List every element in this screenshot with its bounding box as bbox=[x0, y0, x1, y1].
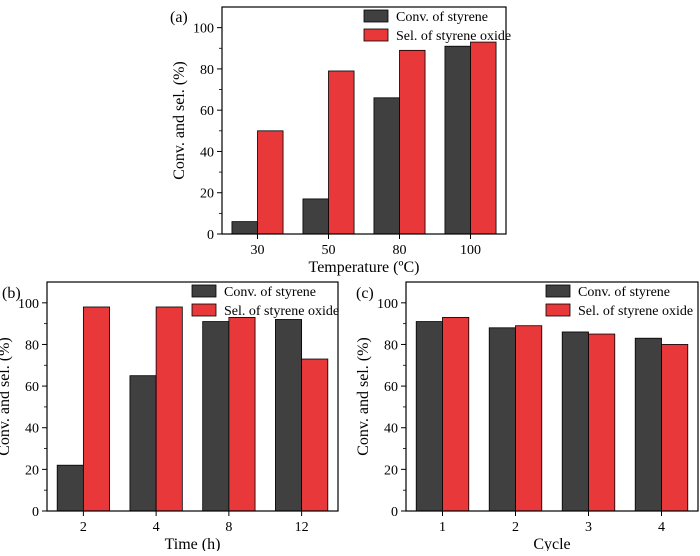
y-tick-label: 0 bbox=[391, 505, 398, 520]
bar-conv-1 bbox=[415, 321, 443, 512]
x-tick-label: 2 bbox=[80, 520, 87, 535]
legend-label-sel: Sel. of styrene oxide bbox=[578, 304, 693, 319]
x-tick-label: 50 bbox=[322, 243, 336, 258]
y-tick-label: 60 bbox=[384, 380, 398, 395]
bar-sel-4 bbox=[155, 306, 183, 512]
x-tick-label: 2 bbox=[512, 520, 519, 535]
bar-sel-2 bbox=[515, 325, 543, 512]
legend-label-sel: Sel. of styrene oxide bbox=[396, 29, 511, 44]
bar-sel-4 bbox=[661, 344, 689, 512]
bar-conv-2 bbox=[488, 327, 516, 512]
legend-label-conv: Conv. of styrene bbox=[396, 10, 488, 25]
y-tick-label: 60 bbox=[25, 380, 39, 395]
legend-label-conv: Conv. of styrene bbox=[224, 285, 316, 300]
bar-sel-2 bbox=[82, 306, 110, 512]
x-tick-label: 4 bbox=[658, 520, 665, 535]
x-tick-label: 80 bbox=[393, 243, 407, 258]
y-tick-label: 80 bbox=[200, 63, 214, 78]
y-tick-label: 40 bbox=[384, 422, 398, 437]
x-tick-label: 100 bbox=[460, 243, 481, 258]
y-axis-label: Conv. and sel. (%) bbox=[171, 61, 188, 180]
bar-conv-8 bbox=[202, 321, 230, 512]
bar-conv-4 bbox=[129, 375, 157, 512]
x-tick-label: 30 bbox=[251, 243, 265, 258]
panel-label: (b) bbox=[2, 285, 21, 302]
bar-conv-100 bbox=[444, 45, 471, 235]
x-tick-label: 12 bbox=[295, 520, 309, 535]
plot-frame bbox=[221, 6, 507, 235]
y-tick-label: 80 bbox=[384, 338, 398, 353]
panel-label: (a) bbox=[170, 9, 188, 26]
y-tick-label: 0 bbox=[207, 228, 214, 243]
y-tick-label: 100 bbox=[193, 22, 214, 37]
bar-sel-8 bbox=[228, 316, 256, 512]
bar-conv-2 bbox=[56, 464, 84, 512]
bar-sel-80 bbox=[399, 49, 426, 235]
plot-frame bbox=[405, 281, 699, 512]
y-tick-label: 80 bbox=[25, 338, 39, 353]
bar-conv-3 bbox=[561, 331, 589, 512]
y-tick-label: 40 bbox=[200, 145, 214, 160]
bar-conv-80 bbox=[373, 97, 400, 235]
bar-sel-3 bbox=[588, 333, 616, 512]
legend-swatch-sel bbox=[191, 303, 217, 317]
x-axis-label: Time (h) bbox=[165, 536, 221, 551]
y-tick-label: 40 bbox=[25, 422, 39, 437]
x-tick-label: 4 bbox=[153, 520, 160, 535]
y-tick-label: 0 bbox=[32, 505, 39, 520]
legend-label-conv: Conv. of styrene bbox=[578, 285, 670, 300]
y-tick-label: 100 bbox=[377, 297, 398, 312]
bar-sel-50 bbox=[328, 70, 355, 235]
bar-sel-100 bbox=[470, 41, 497, 235]
legend-swatch-sel bbox=[545, 303, 571, 317]
bar-sel-1 bbox=[442, 316, 470, 512]
y-axis-label: Conv. and sel. (%) bbox=[355, 337, 372, 456]
bar-conv-4 bbox=[634, 337, 662, 512]
legend-swatch-conv bbox=[363, 9, 389, 23]
panel-label: (c) bbox=[356, 285, 374, 302]
bar-conv-30 bbox=[231, 221, 258, 235]
panel-b: 2 4 8 12 0 20 40 60 80 100 Time (h) Conv. and sel. … bbox=[0, 281, 339, 553]
y-axis-label: Conv. and sel. (%) bbox=[0, 337, 13, 456]
legend-swatch-sel bbox=[363, 28, 389, 42]
legend-label-sel: Sel. of styrene oxide bbox=[224, 304, 339, 319]
plot-frame bbox=[46, 281, 339, 512]
x-tick-label: 8 bbox=[225, 520, 232, 535]
panel-a: 30 50 80 100 0 20 40 60 80 100 Temperature (ºC) Con… bbox=[170, 6, 511, 276]
legend-swatch-conv bbox=[191, 284, 217, 298]
x-tick-label: 3 bbox=[585, 520, 592, 535]
bar-sel-30 bbox=[257, 130, 284, 235]
y-tick-label: 20 bbox=[200, 187, 214, 202]
y-tick-label: 20 bbox=[384, 463, 398, 478]
bar-conv-12 bbox=[275, 319, 303, 512]
legend-swatch-conv bbox=[545, 284, 571, 298]
y-tick-label: 60 bbox=[200, 104, 214, 119]
bar-sel-12 bbox=[301, 358, 329, 512]
bar-conv-50 bbox=[302, 198, 329, 235]
x-axis-label: Temperature (ºC) bbox=[309, 259, 420, 276]
x-axis-label: Cycle bbox=[533, 536, 570, 551]
x-tick-label: 1 bbox=[439, 520, 446, 535]
y-tick-label: 100 bbox=[18, 297, 39, 312]
y-tick-label: 20 bbox=[25, 463, 39, 478]
